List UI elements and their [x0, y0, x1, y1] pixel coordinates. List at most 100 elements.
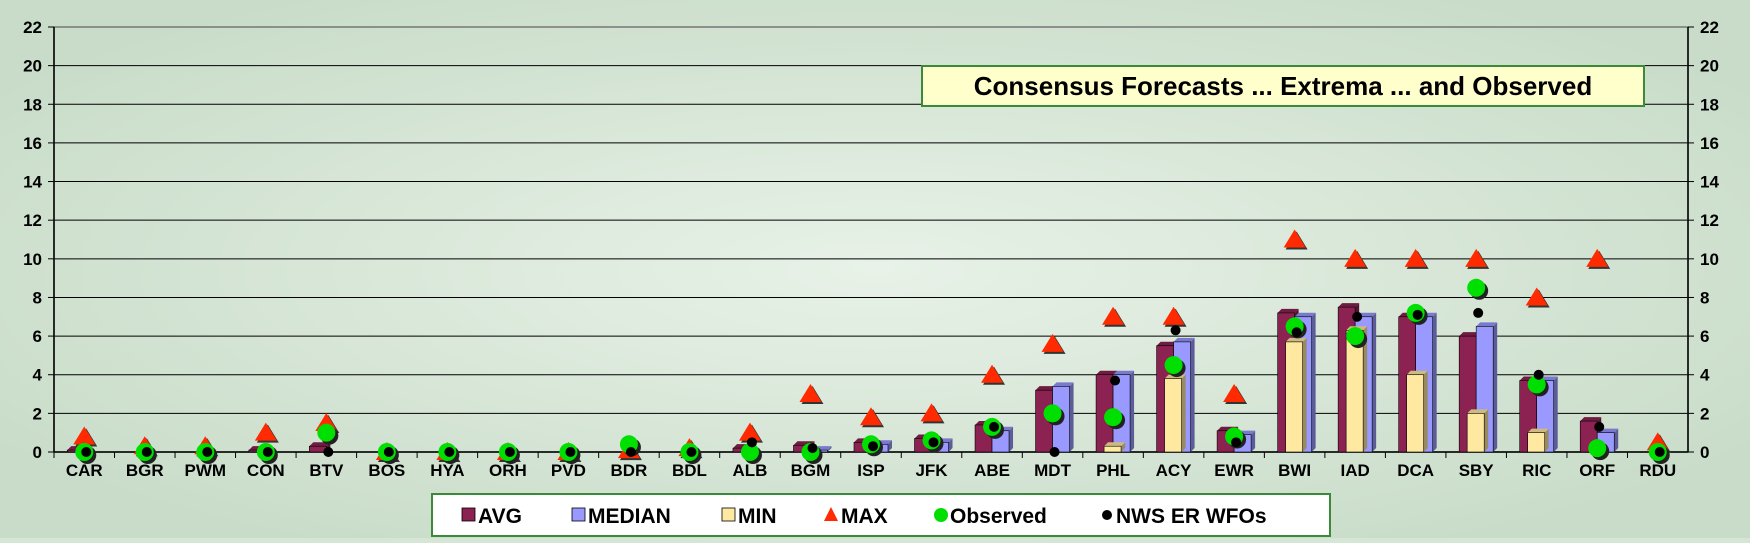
nws-marker [1594, 421, 1605, 432]
bar-side-median [1311, 312, 1316, 452]
bar-top-min [1406, 370, 1428, 375]
bar-side-median [948, 438, 953, 452]
bar-top-avg [1580, 417, 1602, 422]
nws-marker [1291, 327, 1302, 338]
nws-marker [1352, 311, 1363, 322]
legend-swatch-observed [934, 508, 948, 522]
x-tick-label: HYA [430, 461, 464, 480]
nws-marker [868, 441, 878, 452]
x-tick-label: CON [247, 461, 285, 480]
nws-marker [1170, 325, 1181, 336]
nws-marker [202, 447, 213, 457]
legend-label: MIN [738, 505, 777, 528]
legend: AVG MEDIAN MIN MAX Observed NWS ER WFOs [431, 493, 1331, 537]
bar-min [1103, 445, 1122, 453]
bar-side-min [1484, 409, 1489, 452]
nws-marker [807, 443, 818, 454]
y-tick-label-left: 2 [33, 404, 42, 423]
bar-side-median [1069, 382, 1074, 452]
x-tick-label: BGR [126, 461, 164, 480]
max-marker [799, 384, 822, 403]
nws-marker [383, 447, 394, 457]
y-tick-label-left: 0 [33, 443, 42, 462]
nws-marker [262, 447, 273, 457]
observed-marker [1346, 327, 1365, 346]
y-tick-label-right: 0 [1700, 443, 1709, 462]
bar-min [1466, 413, 1485, 453]
x-tick-label: ACY [1156, 461, 1193, 480]
bar-side-median [1493, 322, 1498, 452]
bar-side-median [1251, 430, 1256, 452]
y-tick-label-right: 8 [1700, 288, 1709, 307]
y-tick-label-left: 14 [23, 173, 42, 192]
max-marker [1344, 248, 1367, 267]
bar-min [1164, 378, 1182, 453]
legend-swatch-min [721, 507, 736, 522]
max-marker [1525, 287, 1548, 306]
x-tick-label: PWM [185, 461, 227, 480]
x-tick-label: BTV [309, 461, 344, 480]
observed-marker [1104, 408, 1123, 427]
y-tick-label-right: 12 [1700, 211, 1719, 230]
y-tick-label-right: 14 [1700, 173, 1719, 192]
observed-marker [1588, 439, 1607, 458]
y-tick-label-right: 22 [1700, 18, 1719, 37]
y-tick-label-right: 16 [1700, 134, 1719, 153]
nws-marker [1110, 375, 1121, 386]
x-tick-label: PVD [551, 461, 586, 480]
legend-swatch-median [571, 507, 586, 522]
bar-top-avg [1277, 308, 1299, 313]
y-tick-label-left: 20 [23, 57, 42, 76]
legend-swatch-avg [461, 507, 476, 522]
legend-label: Observed [950, 505, 1047, 528]
x-tick-label: ORF [1579, 461, 1615, 480]
nws-marker [1412, 309, 1423, 320]
bar-top-avg [1035, 386, 1057, 391]
x-tick-label: IAD [1341, 461, 1370, 480]
max-marker [1283, 229, 1306, 248]
x-tick-label: RIC [1522, 461, 1551, 480]
max-marker [1041, 333, 1064, 352]
observed-marker [1527, 375, 1546, 394]
x-tick-label: ISP [857, 461, 884, 480]
y-tick-label-left: 22 [23, 18, 42, 37]
max-marker [1223, 384, 1246, 403]
y-tick-label-left: 8 [33, 288, 42, 307]
legend-label: MAX [841, 505, 888, 528]
max-marker [1404, 248, 1427, 267]
legend-label: NWS ER WFOs [1116, 505, 1267, 528]
bar-side-min [1544, 428, 1549, 452]
x-tick-label: SBY [1459, 461, 1495, 480]
chart-title-box: Consensus Forecasts ... Extrema ... and … [921, 65, 1645, 107]
bar-top-median [1052, 382, 1074, 387]
bar-side-median [1372, 312, 1377, 452]
y-tick-label-right: 4 [1700, 366, 1710, 385]
nws-marker [1049, 447, 1060, 457]
bar-top-median [1113, 370, 1135, 375]
nws-marker [686, 447, 697, 457]
bar-side-median [1553, 376, 1558, 452]
nws-marker [323, 447, 334, 457]
max-marker [920, 403, 943, 422]
nws-marker [141, 447, 152, 457]
x-tick-label: BOS [368, 461, 405, 480]
observed-marker [317, 423, 336, 442]
nws-marker [504, 447, 515, 457]
y-tick-label-right: 2 [1700, 404, 1709, 423]
x-tick-label: BDR [611, 461, 648, 480]
bar-top-avg [1459, 332, 1481, 337]
bar-side-min [1181, 374, 1186, 452]
max-marker [254, 422, 277, 441]
y-tick-label-right: 18 [1700, 95, 1719, 114]
bar-top-min [1467, 409, 1489, 414]
bar-side-min [1121, 442, 1126, 452]
x-tick-label: CAR [66, 461, 103, 480]
y-tick-label-left: 16 [23, 134, 42, 153]
y-tick-label-left: 10 [23, 250, 42, 269]
y-tick-label-left: 6 [33, 327, 42, 346]
nws-marker [81, 447, 92, 457]
bar-min [1527, 432, 1546, 453]
observed-marker [1043, 404, 1062, 423]
bar-side-median [1190, 337, 1195, 452]
